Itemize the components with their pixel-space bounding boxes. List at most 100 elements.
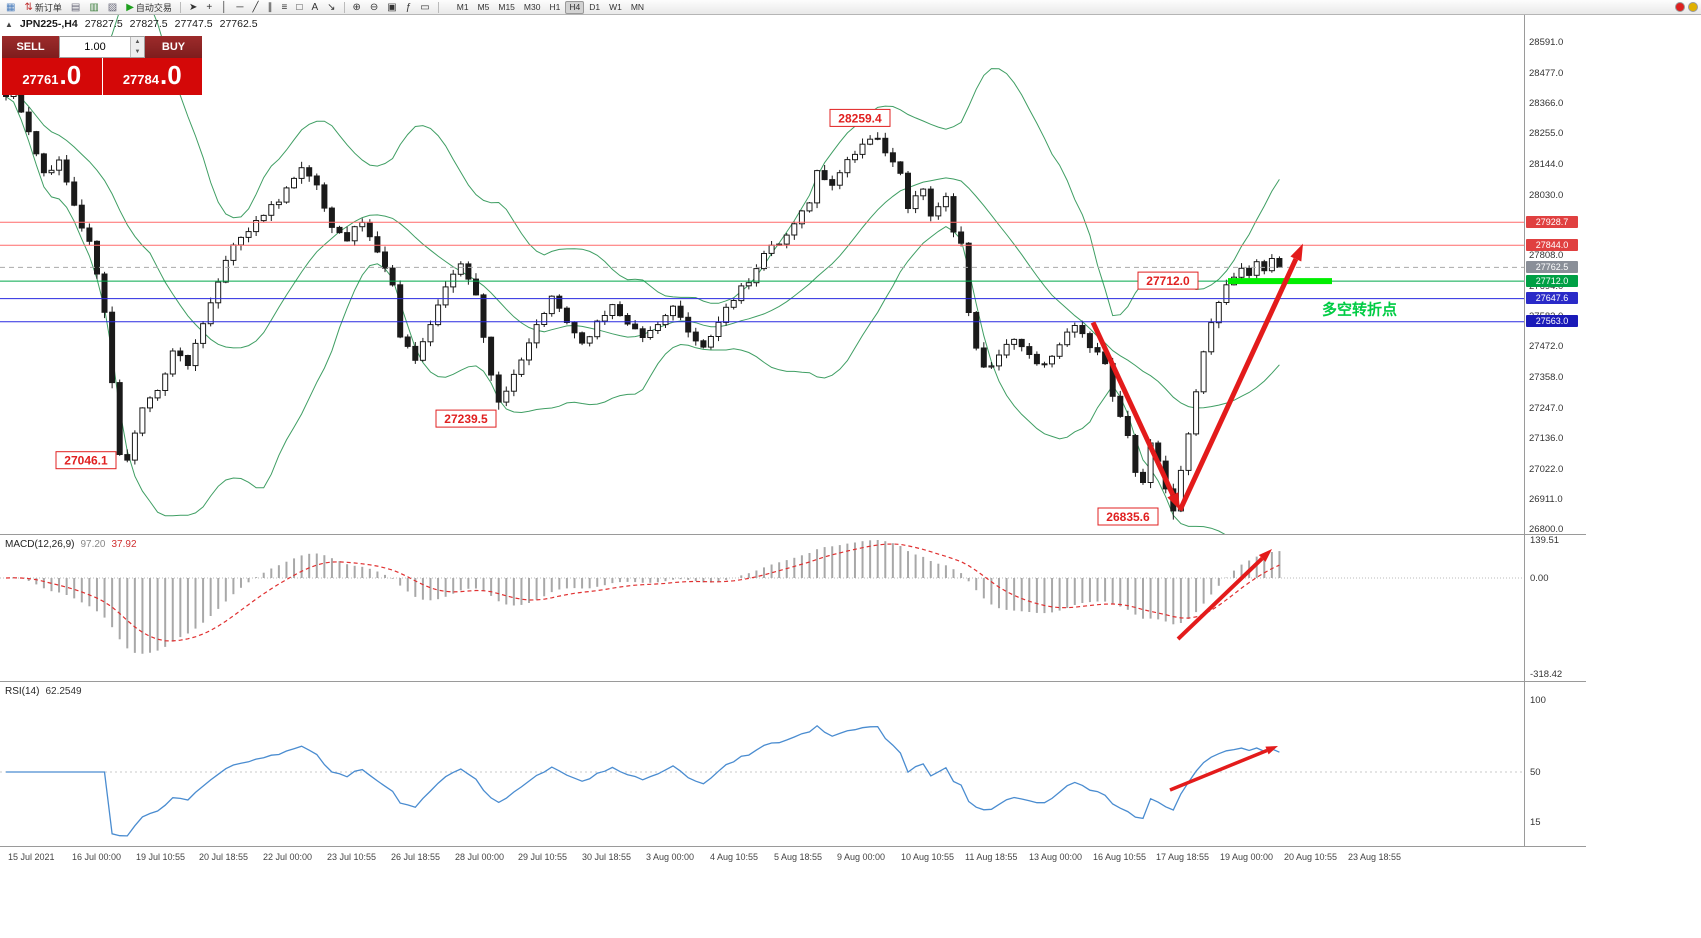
cursor-tool[interactable]: ➤ <box>185 0 201 15</box>
chart-profiles-button[interactable]: ▤ <box>67 0 84 15</box>
buy-button[interactable]: BUY <box>145 36 202 58</box>
macd-value: 97.20 <box>80 539 106 550</box>
toolbar-separator <box>437 1 439 13</box>
trend-arrow[interactable] <box>1090 321 1176 496</box>
new-order-button[interactable]: ⇅ 新订单 <box>20 0 65 15</box>
shapes-icon: □ <box>296 1 303 13</box>
timeframe-w1-button[interactable]: W1 <box>609 1 622 12</box>
time-axis-label: 15 Jul 2021 <box>8 852 55 862</box>
price-axis-label: 28366.0 <box>1529 98 1564 109</box>
templates-button[interactable]: ▭ <box>416 0 433 15</box>
trend-arrow[interactable] <box>1169 748 1268 792</box>
tile-windows-button[interactable]: ▣ <box>383 0 400 15</box>
price-axis-label: 27022.0 <box>1529 464 1564 475</box>
time-axis-label: 11 Aug 18:55 <box>965 852 1018 862</box>
time-axis-label: 28 Jul 00:00 <box>455 852 505 862</box>
timeframe-m5-button[interactable]: M5 <box>477 1 490 12</box>
trendline-icon: ╱ <box>252 1 259 13</box>
data-window-button[interactable]: ▨ <box>104 0 121 15</box>
ohlc-open: 27827.5 <box>84 18 123 30</box>
time-axis-label: 16 Aug 10:55 <box>1093 852 1147 862</box>
zoom-out-button[interactable]: ⊖ <box>366 0 382 15</box>
macd-label: MACD(12,26,9) <box>5 539 75 550</box>
volume-field[interactable]: ▲ ▼ <box>59 36 145 58</box>
candles-group <box>3 82 1283 520</box>
zoom-in-button[interactable]: ⊕ <box>349 0 365 15</box>
time-axis-label: 22 Jul 00:00 <box>263 852 313 862</box>
price-axis[interactable]: 28591.0 28477.0 28366.0 28255.0 28144.0 28030… <box>1524 15 1587 535</box>
alert-yellow-icon[interactable] <box>1688 2 1698 12</box>
trendline-tool[interactable]: ╱ <box>249 0 263 15</box>
panel-separator[interactable] <box>0 846 1586 847</box>
buy-price-main: 27784 <box>122 72 159 87</box>
panel-separator[interactable] <box>0 681 1586 682</box>
price-axis-label: 27358.0 <box>1529 372 1564 383</box>
price-annotation-box[interactable] <box>55 451 117 470</box>
channel-tool[interactable]: ∥ <box>264 0 277 15</box>
sell-button[interactable]: SELL <box>2 36 59 58</box>
rsi-panel[interactable] <box>0 682 1524 846</box>
price-axis-label: 28255.0 <box>1529 128 1564 139</box>
macd-axis-label: -318.42 <box>1530 669 1563 680</box>
price-axis-label: 27808.0 <box>1529 250 1564 261</box>
main-chart[interactable]: 28259.4 27712.0 27239.5 27046.1 26835.6 多空转折点 <box>0 15 1524 534</box>
volume-spinner-down[interactable]: ▼ <box>131 47 144 57</box>
trend-arrow[interactable] <box>1177 257 1299 512</box>
time-axis[interactable]: 15 Jul 2021 16 Jul 00:00 19 Jul 10:55 20 Ju… <box>0 847 1586 869</box>
new-chart-button[interactable]: ▦ <box>2 0 19 15</box>
fibonacci-tool[interactable]: ≡ <box>278 0 292 15</box>
support-highlight-segment[interactable] <box>1228 278 1332 285</box>
vertical-line-tool[interactable]: │ <box>217 0 231 15</box>
timeframe-d1-button[interactable]: D1 <box>589 1 601 12</box>
timeframe-m30-button[interactable]: M30 <box>523 1 541 12</box>
horizontal-line-tool[interactable]: ─ <box>232 0 247 15</box>
indicators-button[interactable]: ƒ <box>402 0 416 15</box>
time-axis-label: 13 Aug 00:00 <box>1029 852 1083 862</box>
timeframe-h1-button[interactable]: H1 <box>549 1 561 12</box>
rsi-line <box>6 724 1280 837</box>
price-annotation-box[interactable] <box>435 409 497 428</box>
price-tag: 27844.0 <box>1526 239 1578 251</box>
time-axis-label: 5 Aug 18:55 <box>774 852 823 862</box>
time-axis-label: 19 Jul 10:55 <box>136 852 186 862</box>
timeframe-mn-button[interactable]: MN <box>630 1 645 12</box>
time-axis-label: 19 Aug 00:00 <box>1220 852 1274 862</box>
trend-arrow-head <box>1258 549 1272 562</box>
symbol-name: JPN225-,H4 <box>19 18 78 30</box>
toolbar-right-icons <box>1675 2 1698 12</box>
price-annotation-box[interactable] <box>829 108 891 127</box>
buy-price[interactable]: 27784 .0 <box>102 58 202 95</box>
text-tool[interactable]: A <box>307 0 322 15</box>
timeframe-h4-button[interactable]: H4 <box>565 0 585 14</box>
tile-windows-icon: ▣ <box>387 1 397 13</box>
price-tag: 27563.0 <box>1526 315 1578 327</box>
autotrading-button-label: 自动交易 <box>135 2 172 13</box>
autotrading-button[interactable]: ▶ 自动交易 <box>122 0 176 15</box>
arrow-tool[interactable]: ↘ <box>323 0 339 15</box>
panel-separator[interactable] <box>0 534 1586 535</box>
macd-panel[interactable] <box>0 535 1524 681</box>
volume-spinner[interactable]: ▲ ▼ <box>130 37 144 57</box>
record-red-icon[interactable] <box>1675 2 1685 12</box>
time-axis-label: 10 Aug 10:55 <box>901 852 955 862</box>
shapes-tool[interactable]: □ <box>292 0 306 15</box>
price-axis-label: 28477.0 <box>1529 68 1564 79</box>
trend-arrow[interactable] <box>1176 556 1264 641</box>
price-axis-label: 28591.0 <box>1529 37 1564 48</box>
text-icon: A <box>311 1 319 13</box>
chart-symbol-icon: ▲ <box>5 19 13 29</box>
crosshair-tool[interactable]: + <box>202 0 216 15</box>
price-annotation-box[interactable] <box>1137 271 1199 290</box>
sell-price[interactable]: 27761 .0 <box>2 58 102 95</box>
price-annotation-box[interactable] <box>1097 507 1159 526</box>
ohlc-high: 27827.5 <box>129 18 168 30</box>
timeframe-m15-button[interactable]: M15 <box>498 1 515 12</box>
fibonacci-icon: ≡ <box>281 1 288 13</box>
volume-spinner-up[interactable]: ▲ <box>131 37 144 47</box>
market-watch-button[interactable]: ▥ <box>85 0 102 15</box>
timeframe-m1-button[interactable]: M1 <box>456 1 469 12</box>
volume-input[interactable] <box>60 40 130 54</box>
price-axis-label: 27136.0 <box>1529 433 1564 444</box>
price-tag: 27647.6 <box>1526 292 1578 304</box>
